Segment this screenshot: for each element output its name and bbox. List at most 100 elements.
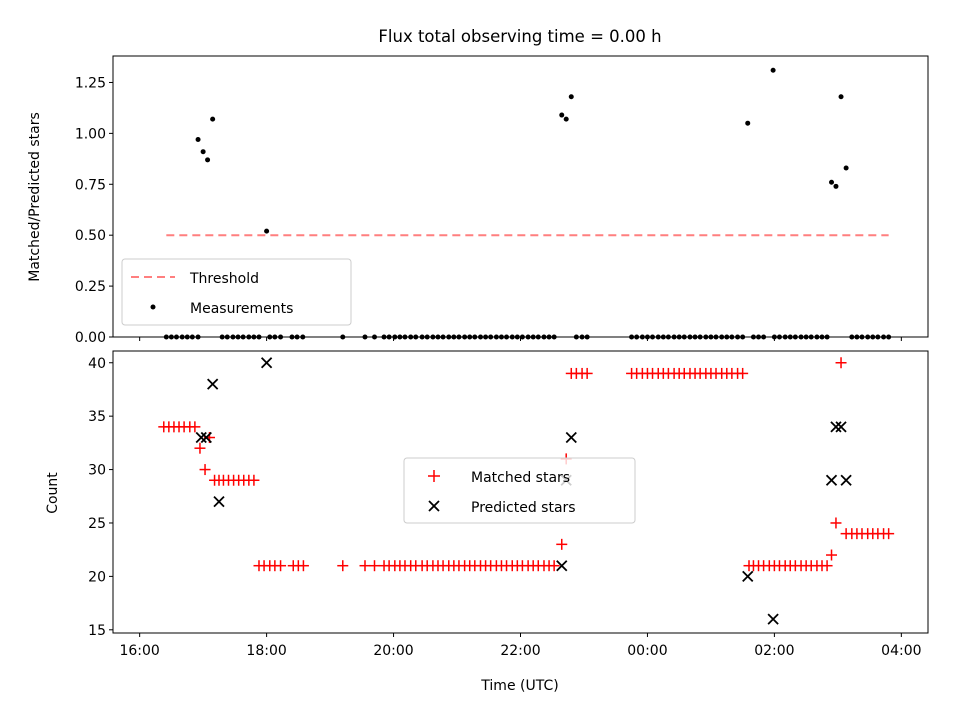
measurement-point: [770, 67, 776, 73]
matched-star-point: [337, 560, 349, 572]
top-panel: Flux total observing time = 0.00 h Match…: [27, 27, 929, 346]
predicted-star-point: [565, 431, 577, 444]
top-y-tick-label: 0.25: [75, 279, 106, 295]
matched-star-point: [548, 560, 560, 572]
bottom-x-tick-label: 20:00: [373, 643, 413, 659]
predicted-star-stroke-b: [835, 421, 847, 433]
measurement-point: [745, 120, 751, 126]
measurement-point: [829, 179, 835, 185]
bottom-x-tick-label: 04:00: [881, 643, 921, 659]
threshold-legend-label: Threshold: [189, 271, 259, 287]
matched-star-point: [189, 421, 201, 433]
bottom-y-tick-label: 25: [88, 516, 106, 532]
top-y-tick-label: 1.00: [75, 126, 106, 142]
matched-star-point: [359, 560, 371, 572]
measurement-point: [205, 157, 211, 163]
predicted-legend-label: Predicted stars: [471, 500, 576, 516]
predicted-star-stroke-b: [260, 357, 273, 369]
matched-legend-swatch: [428, 470, 440, 482]
predicted-star-point: [260, 357, 273, 369]
measurement-point: [200, 149, 206, 155]
matched-star-point: [369, 560, 381, 572]
matched-star-point: [830, 517, 842, 529]
bottom-x-ticks: 16:00 18:00 20:00 22:00 00:00 02:00 04:00: [119, 633, 922, 659]
predicted-star-point: [825, 474, 838, 486]
predicted-star-stroke-b: [825, 474, 838, 486]
measurements-legend-label: Measurements: [190, 301, 293, 317]
measurement-point: [195, 136, 201, 142]
measurement-point: [843, 165, 849, 171]
bottom-legend: Matched stars Predicted stars: [403, 457, 636, 524]
top-title: Flux total observing time = 0.00 h: [378, 27, 661, 46]
measurements-legend-swatch: [150, 304, 156, 310]
measurement-point: [833, 183, 839, 189]
predicted-star-point: [742, 570, 754, 583]
matched-star-point: [581, 367, 593, 379]
top-x-ticks: [139, 337, 902, 341]
predicted-star-point: [840, 474, 852, 486]
predicted-star-stroke-b: [840, 474, 852, 486]
bottom-x-tick-label: 02:00: [754, 643, 794, 659]
predicted-star-point: [213, 495, 225, 508]
predicted-star-stroke-b: [207, 378, 219, 390]
predicted-star-stroke-b: [213, 495, 225, 508]
predicted-star-stroke-b: [195, 431, 207, 444]
matched-star-point: [275, 560, 287, 572]
measurement-point: [563, 116, 569, 122]
matched-star-point: [737, 367, 749, 379]
bottom-plot-area: [158, 357, 895, 625]
predicted-star-point: [767, 613, 779, 625]
bottom-x-tick-label: 16:00: [119, 643, 159, 659]
top-y-tick-label: 1.25: [75, 75, 106, 91]
matched-star-point: [821, 560, 833, 572]
measurement-point: [210, 116, 216, 122]
top-y-ticks: 0.00 0.25 0.50 0.75 1.00 1.25: [75, 75, 113, 346]
matched-star-point: [556, 538, 568, 550]
bottom-panel: Count 15 20 25 30 35 40 16:00 18:00 20:00 22:00 0…: [45, 350, 929, 694]
matched-star-point: [826, 549, 838, 561]
predicted-star-point: [195, 431, 207, 444]
measurement-point: [568, 94, 574, 100]
bottom-ylabel: Count: [45, 472, 61, 514]
top-y-tick-label: 0.75: [75, 177, 106, 193]
matched-star-point: [199, 464, 211, 476]
predicted-star-point: [200, 431, 212, 444]
matched-star-point: [194, 442, 206, 454]
top-y-tick-label: 0.00: [75, 330, 106, 346]
bottom-xlabel: Time (UTC): [480, 678, 558, 694]
bottom-x-tick-label: 22:00: [500, 643, 540, 659]
predicted-star-point: [835, 421, 847, 433]
bottom-x-tick-label: 18:00: [246, 643, 286, 659]
bottom-y-ticks: 15 20 25 30 35 40: [88, 356, 113, 639]
matched-star-point: [248, 474, 260, 486]
predicted-legend-swatch: [428, 500, 440, 512]
top-legend: Threshold Measurements: [121, 258, 352, 326]
matched-star-point: [883, 528, 895, 540]
predicted-star-stroke-b: [830, 421, 842, 433]
predicted-star-point: [207, 378, 219, 390]
predicted-star-stroke-b: [767, 613, 779, 625]
bottom-legend-box: [403, 457, 636, 524]
predicted-star-stroke-b: [742, 570, 754, 583]
top-y-tick-label: 0.50: [75, 228, 106, 244]
bottom-y-tick-label: 20: [88, 569, 106, 585]
predicted-star-point: [556, 560, 568, 572]
top-ylabel: Matched/Predicted stars: [27, 112, 43, 282]
predicted-star-stroke-b: [556, 560, 568, 572]
measurement-point: [559, 112, 565, 118]
matched-legend-label: Matched stars: [471, 470, 570, 486]
predicted-star-stroke-b: [200, 431, 212, 444]
bottom-y-tick-label: 15: [88, 623, 106, 639]
top-legend-box: [121, 258, 352, 326]
bottom-y-tick-label: 30: [88, 463, 106, 479]
bottom-y-tick-label: 35: [88, 409, 106, 425]
measurement-point: [264, 228, 270, 234]
matched-star-point: [297, 560, 309, 572]
matched-star-point: [835, 357, 847, 369]
predicted-star-stroke-b: [565, 431, 577, 444]
bottom-x-tick-label: 00:00: [627, 643, 667, 659]
predicted-star-point: [830, 421, 842, 433]
measurement-point: [838, 94, 844, 100]
